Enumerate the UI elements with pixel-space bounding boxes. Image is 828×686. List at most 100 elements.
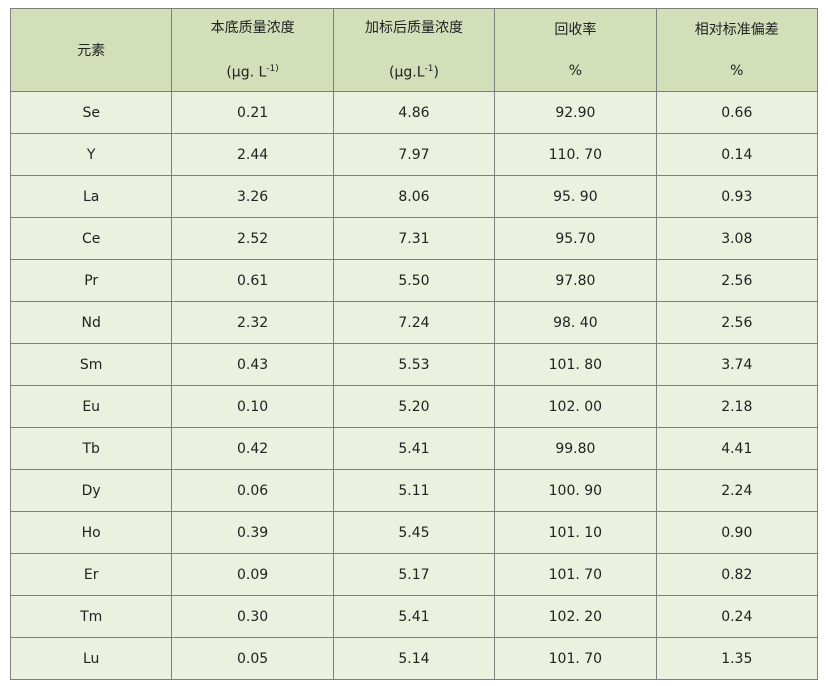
cell-background: 0.09 [171,553,334,596]
cell-recovery: 97.80 [494,259,657,302]
cell-recovery: 101. 70 [494,637,657,680]
table-row: Sm 0.43 5.53 101. 80 3.74 [9,343,819,386]
header-title: 相对标准偏差 [694,21,779,38]
recovery-table: 元素 本底质量浓度 (μg. L-1) 加标后质量浓度 (μg.L-1) 回收率… [9,8,819,680]
cell-background: 0.61 [171,259,334,302]
cell-element: Sm [9,343,173,386]
cell-element: Lu [9,637,173,680]
cell-spiked: 5.45 [332,511,496,554]
unit-text: ) [433,64,439,81]
cell-spiked: 7.31 [332,217,496,260]
cell-background: 0.30 [171,595,334,638]
cell-spiked: 5.50 [332,259,496,302]
cell-background: 2.52 [171,217,334,260]
cell-background: 0.21 [171,91,334,134]
cell-element: Ce [9,217,173,260]
cell-rsd: 3.74 [655,343,819,386]
cell-spiked: 5.53 [332,343,496,386]
cell-spiked: 5.11 [332,469,496,512]
table-row: Y 2.44 7.97 110. 70 0.14 [9,133,819,176]
cell-rsd: 0.66 [655,91,819,134]
table-row: Ho 0.39 5.45 101. 10 0.90 [9,511,819,554]
cell-recovery: 102. 20 [494,595,657,638]
cell-element: Se [9,91,173,134]
cell-spiked: 5.41 [332,427,496,470]
cell-background: 2.32 [171,301,334,344]
cell-rsd: 1.35 [655,637,819,680]
header-unit: (μg.L-1) [334,59,494,83]
cell-rsd: 0.82 [655,553,819,596]
cell-rsd: 3.08 [655,217,819,260]
cell-spiked: 7.24 [332,301,496,344]
header-background-concentration: 本底质量浓度 (μg. L-1) [171,8,334,92]
cell-recovery: 102. 00 [494,385,657,428]
cell-element: Nd [9,301,173,344]
table-row: Se 0.21 4.86 92.90 0.66 [9,91,819,134]
table-row: Eu 0.10 5.20 102. 00 2.18 [9,385,819,428]
cell-spiked: 5.20 [332,385,496,428]
header-rsd: 相对标准偏差 % [655,8,819,92]
cell-recovery: 100. 90 [494,469,657,512]
cell-rsd: 2.56 [655,259,819,302]
cell-rsd: 0.90 [655,511,819,554]
table-row: Lu 0.05 5.14 101. 70 1.35 [9,637,819,680]
unit-text: (μg.L [388,64,425,81]
cell-spiked: 5.14 [332,637,496,680]
cell-spiked: 5.41 [332,595,496,638]
cell-element: Dy [9,469,173,512]
cell-element: Tb [9,427,173,470]
cell-background: 0.43 [171,343,334,386]
cell-recovery: 101. 70 [494,553,657,596]
cell-element: La [9,175,173,218]
header-title: 回收率 [554,21,597,38]
cell-background: 0.39 [171,511,334,554]
cell-spiked: 7.97 [332,133,496,176]
header-recovery: 回收率 % [494,8,657,92]
cell-background: 2.44 [171,133,334,176]
table-row: Tm 0.30 5.41 102. 20 0.24 [9,595,819,638]
cell-background: 0.05 [171,637,334,680]
cell-recovery: 99.80 [494,427,657,470]
header-unit: (μg. L-1) [172,59,332,83]
cell-rsd: 0.14 [655,133,819,176]
cell-rsd: 2.56 [655,301,819,344]
table-row: Nd 2.32 7.24 98. 40 2.56 [9,301,819,344]
cell-recovery: 92.90 [494,91,657,134]
cell-element: Ho [9,511,173,554]
cell-spiked: 8.06 [332,175,496,218]
unit-sup: -1 [424,63,434,74]
header-unit: % [730,62,744,79]
table-row: Pr 0.61 5.50 97.80 2.56 [9,259,819,302]
header-spiked-concentration: 加标后质量浓度 (μg.L-1) [332,8,496,92]
table-row: Dy 0.06 5.11 100. 90 2.24 [9,469,819,512]
cell-rsd: 4.41 [655,427,819,470]
cell-element: Tm [9,595,173,638]
cell-rsd: 0.24 [655,595,819,638]
cell-spiked: 4.86 [332,91,496,134]
cell-background: 0.06 [171,469,334,512]
table-row: Er 0.09 5.17 101. 70 0.82 [9,553,819,596]
cell-recovery: 98. 40 [494,301,657,344]
cell-spiked: 5.17 [332,553,496,596]
unit-text: (μg. L [226,64,267,81]
cell-background: 3.26 [171,175,334,218]
cell-recovery: 95. 90 [494,175,657,218]
header-unit: % [568,62,583,79]
cell-element: Eu [9,385,173,428]
cell-recovery: 101. 80 [494,343,657,386]
cell-element: Er [9,553,173,596]
cell-rsd: 0.93 [655,175,819,218]
table-row: Ce 2.52 7.31 95.70 3.08 [9,217,819,260]
table-row: La 3.26 8.06 95. 90 0.93 [9,175,819,218]
header-row: 元素 本底质量浓度 (μg. L-1) 加标后质量浓度 (μg.L-1) 回收率… [9,8,819,92]
header-title: 本底质量浓度 [210,19,295,36]
cell-recovery: 95.70 [494,217,657,260]
header-title: 加标后质量浓度 [364,19,463,36]
cell-element: Pr [9,259,173,302]
cell-rsd: 2.24 [655,469,819,512]
unit-sup: -1) [266,63,279,74]
cell-element: Y [9,133,173,176]
cell-background: 0.42 [171,427,334,470]
cell-background: 0.10 [171,385,334,428]
cell-recovery: 110. 70 [494,133,657,176]
